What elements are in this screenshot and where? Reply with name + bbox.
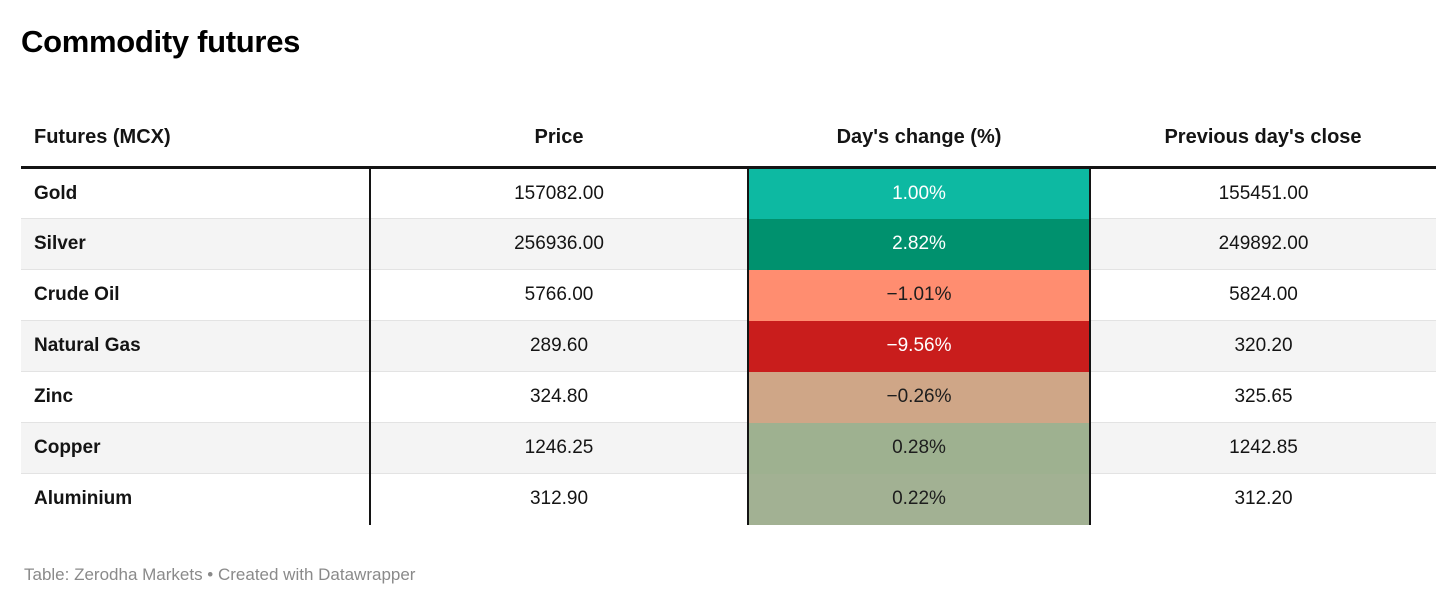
futures-name-cell: Copper — [21, 422, 371, 474]
price-cell: 324.80 — [370, 371, 748, 423]
price-cell: 256936.00 — [370, 218, 748, 270]
column-header-price: Price — [370, 110, 748, 169]
table-row: Crude Oil 5766.00 −1.01% 5824.00 — [21, 269, 1436, 321]
days-change-cell: −9.56% — [747, 320, 1091, 372]
column-header-futures: Futures (MCX) — [21, 110, 370, 169]
table-row: Aluminium 312.90 0.22% 312.20 — [21, 473, 1436, 525]
days-change-cell: 0.22% — [747, 473, 1091, 525]
column-header-change: Day's change (%) — [748, 110, 1090, 169]
price-cell: 289.60 — [370, 320, 748, 372]
days-change-cell: −0.26% — [747, 371, 1091, 423]
commodity-futures-table: Futures (MCX) Price Day's change (%) Pre… — [21, 110, 1436, 525]
table-credit: Table: Zerodha Markets • Created with Da… — [24, 564, 416, 584]
futures-name-cell: Natural Gas — [21, 320, 371, 372]
previous-close-cell: 249892.00 — [1090, 218, 1436, 270]
price-cell: 312.90 — [370, 473, 748, 525]
page-title: Commodity futures — [21, 24, 301, 59]
days-change-cell: 0.28% — [747, 422, 1091, 474]
table-row: Natural Gas 289.60 −9.56% 320.20 — [21, 320, 1436, 372]
previous-close-cell: 312.20 — [1090, 473, 1436, 525]
futures-name-cell: Crude Oil — [21, 269, 371, 321]
previous-close-cell: 155451.00 — [1218, 182, 1309, 204]
header-row: Futures (MCX) Price Day's change (%) Pre… — [21, 110, 1436, 169]
previous-close-cell: 320.20 — [1090, 320, 1436, 372]
previous-close-cell: 5824.00 — [1090, 269, 1436, 321]
column-header-prev-close: Previous day's close — [1090, 110, 1436, 169]
table-row: Zinc 324.80 −0.26% 325.65 — [21, 371, 1436, 423]
previous-close-cell: 1242.85 — [1090, 422, 1436, 474]
futures-name-cell: Aluminium — [21, 473, 371, 525]
price-cell: 5766.00 — [370, 269, 748, 321]
days-change-cell: 2.82% — [747, 218, 1091, 270]
futures-name-cell: Silver — [21, 218, 371, 270]
previous-close-cell: 325.65 — [1090, 371, 1436, 423]
futures-name-cell: Gold — [21, 167, 371, 219]
table-row: Silver 256936.00 2.82% 249892.00 — [21, 218, 1436, 270]
table-header: Futures (MCX) Price Day's change (%) Pre… — [21, 110, 1436, 169]
futures-name-cell: Zinc — [21, 371, 371, 423]
table-row: Copper 1246.25 0.28% 1242.85 — [21, 422, 1436, 474]
price-cell: 157082.00 — [514, 182, 604, 204]
table-row: Gold 157082.00 1.00% 155451.00 — [21, 167, 1436, 219]
days-change-cell: 1.00% — [747, 167, 1091, 219]
page-container: Commodity futures Futures (MCX) Price Da… — [21, 24, 1436, 584]
days-change-cell: −1.01% — [747, 269, 1091, 321]
table-body: Gold 157082.00 1.00% 155451.00 Silver 256936.… — [21, 167, 1436, 525]
price-cell: 1246.25 — [370, 422, 748, 474]
